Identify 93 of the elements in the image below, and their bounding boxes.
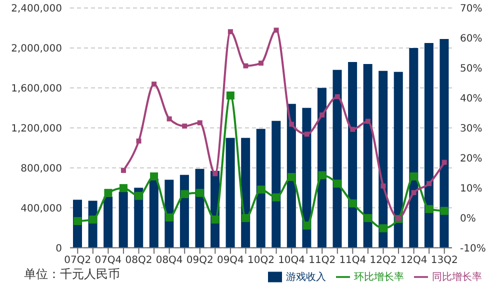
point (74, 217, 82, 226)
bar (363, 64, 372, 248)
y2-tick-label: 0% (460, 213, 476, 224)
y2-tick-label: 10% (460, 183, 482, 194)
point (442, 160, 447, 165)
point (88, 216, 97, 224)
bar (332, 70, 342, 248)
point (226, 92, 234, 100)
y-tick-label: 2,400,000 (11, 4, 62, 15)
bar (149, 178, 158, 248)
x-tick-label: 10Q4 (278, 254, 306, 266)
point (196, 188, 204, 197)
bar (104, 196, 113, 248)
bar (348, 62, 358, 248)
point (365, 118, 370, 124)
y2-tick-label: 60% (460, 34, 482, 45)
point (348, 199, 357, 208)
legend-label: 游戏收入 (286, 272, 326, 283)
point (197, 120, 202, 126)
y-tick-label: 0 (56, 243, 62, 254)
y-tick-label: 800,000 (20, 163, 62, 174)
legend-label: 环比增长率 (354, 272, 404, 283)
point (364, 214, 372, 222)
y-tick-label: 1,600,000 (11, 83, 62, 94)
bar (409, 48, 418, 248)
point (272, 193, 280, 202)
point (228, 29, 233, 34)
point (380, 184, 386, 189)
point (426, 181, 432, 186)
y2-tick-label: 70% (460, 4, 482, 15)
point (136, 138, 142, 144)
point (411, 190, 416, 196)
point (152, 82, 157, 87)
point (288, 173, 296, 182)
x-tick-label: 08Q4 (156, 254, 183, 266)
x-tick-label: 12Q2 (370, 254, 397, 266)
point (410, 172, 418, 180)
point (119, 184, 128, 192)
bar (394, 72, 403, 248)
x-tick-label: 13Q2 (430, 254, 458, 266)
bar (256, 128, 266, 248)
point (243, 63, 248, 68)
bar (226, 138, 235, 248)
point (134, 192, 143, 200)
point (318, 171, 326, 180)
point (166, 116, 172, 122)
point (211, 216, 220, 224)
text: 单位：千元人民币 (24, 266, 120, 283)
point (425, 205, 434, 214)
y-tick-label: 400,000 (20, 203, 62, 214)
x-tick-label: 07Q4 (94, 254, 122, 266)
point (274, 28, 279, 33)
point (182, 124, 188, 129)
x-tick-label: 11Q4 (339, 254, 366, 266)
x-tick-label: 10Q2 (248, 254, 274, 266)
point (150, 172, 158, 180)
point (350, 126, 356, 132)
x-tick-label: 07Q2 (64, 254, 92, 266)
point (257, 186, 265, 194)
x-tick-label: 12Q4 (400, 254, 428, 266)
x-tick-label: 11Q2 (308, 254, 336, 266)
point (242, 214, 250, 222)
point (289, 122, 294, 127)
point (212, 171, 218, 176)
y2-tick-label: 40% (460, 93, 482, 104)
bar (440, 38, 449, 248)
y2-tick-label: -10% (460, 243, 486, 254)
point (334, 94, 340, 100)
point (302, 222, 311, 230)
point (333, 180, 342, 188)
bar (317, 88, 326, 248)
bar (424, 42, 434, 248)
point (258, 60, 264, 66)
point (120, 168, 126, 173)
x-tick-label: 09Q4 (216, 254, 244, 266)
y-tick-label: 2,000,000 (11, 44, 62, 55)
y2-tick-label: 30% (460, 123, 482, 134)
point (165, 213, 174, 222)
y2-tick-label: 20% (460, 153, 482, 164)
y-tick-label: 1,200,000 (11, 123, 62, 134)
bar (272, 120, 281, 248)
bar (118, 192, 128, 248)
x-tick-label: 08Q2 (125, 254, 152, 266)
point (440, 206, 448, 215)
legend-label: 同比增长率 (432, 272, 482, 283)
y2-tick-label: 50% (460, 63, 482, 74)
point (104, 188, 112, 197)
point (320, 112, 325, 118)
point (180, 190, 189, 198)
point (304, 132, 310, 137)
bar (195, 168, 204, 248)
x-tick-label: 09Q2 (186, 254, 214, 266)
point (379, 224, 388, 232)
